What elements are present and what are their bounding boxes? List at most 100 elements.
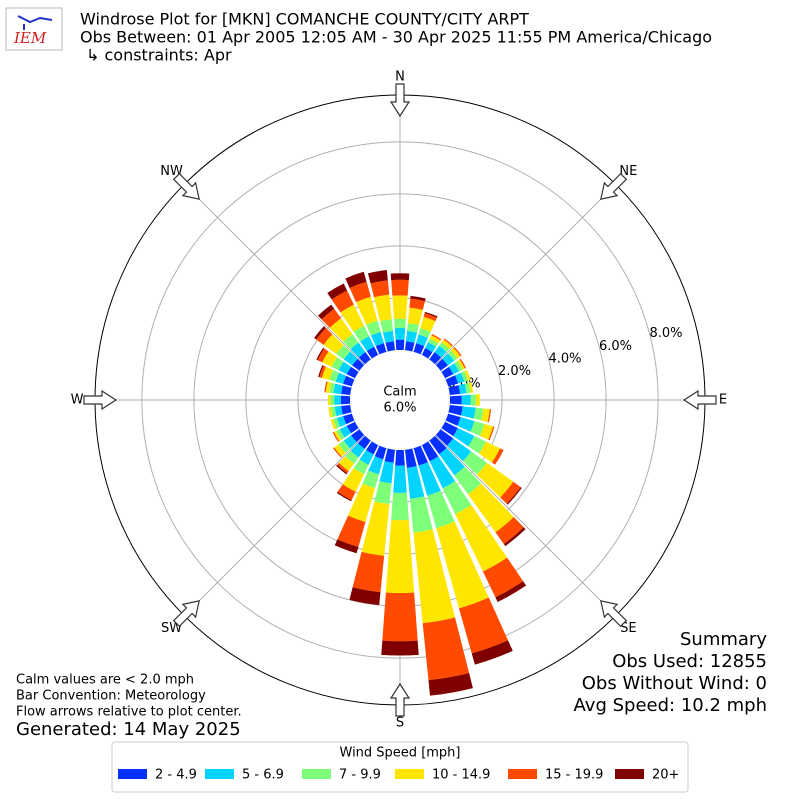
flow-arrow	[600, 600, 628, 628]
bar-segment	[447, 438, 472, 462]
bar-segment	[340, 304, 365, 332]
bar-segment	[333, 447, 342, 458]
compass-label: NE	[619, 164, 637, 179]
bar-segment	[321, 366, 334, 381]
bar-segment	[410, 496, 433, 533]
bar-segment	[340, 395, 351, 405]
radial-grid-line	[435, 183, 617, 365]
bar-segment	[325, 381, 332, 393]
legend-label: 20+	[652, 768, 679, 783]
note: Bar Convention: Meteorology	[16, 689, 206, 704]
bar-segment	[338, 440, 351, 453]
bar-segment	[506, 487, 522, 505]
bar-segment	[443, 338, 453, 347]
bar-segment	[410, 295, 426, 302]
bar-segment	[395, 339, 405, 351]
calm-label: Calm	[383, 385, 416, 400]
compass-label: N	[395, 70, 405, 85]
bar-segment	[317, 304, 335, 320]
summary: Avg Speed: 10.2 mph	[574, 695, 767, 716]
bar-segment	[442, 353, 455, 366]
bar-segment	[480, 423, 494, 440]
bar-segment	[482, 557, 524, 598]
bar-segment	[405, 341, 415, 352]
bar-segment	[343, 413, 355, 425]
bar-segment	[476, 462, 514, 498]
bar-segment	[350, 443, 365, 458]
bar-segment	[424, 311, 438, 318]
bar-segment	[343, 435, 357, 449]
bar-segment	[441, 339, 453, 350]
bar-segment	[459, 358, 467, 369]
bar-segment	[435, 358, 448, 371]
bar-segment	[349, 587, 381, 606]
legend-label: 7 - 9.9	[339, 768, 381, 783]
bar-segment	[439, 342, 450, 353]
bar-segment	[491, 448, 504, 465]
bar-segment	[393, 465, 407, 493]
bar-segment	[461, 370, 469, 382]
bar-segment	[468, 483, 514, 533]
bar-segment	[421, 347, 433, 359]
bar-segment	[413, 343, 425, 355]
bar-segment	[361, 501, 390, 556]
note: Calm values are < 2.0 mph	[16, 673, 194, 688]
bar-segment	[349, 281, 371, 303]
bar-segment	[385, 519, 415, 594]
grid-ring	[141, 141, 659, 659]
note: Flow arrows relative to plot center.	[16, 705, 242, 720]
legend-title: Wind Speed [mph]	[340, 746, 461, 761]
bar-segment	[470, 421, 485, 436]
bar-segment	[343, 375, 355, 387]
bar-segment	[333, 383, 343, 395]
constraints: ↳ constraints: Apr	[86, 46, 232, 65]
bar-segment	[409, 298, 426, 310]
flow-arrow	[682, 389, 717, 411]
bar-segment	[374, 445, 387, 460]
bar-segment	[447, 350, 458, 361]
bar-segment	[422, 617, 470, 681]
bar-segment	[335, 372, 347, 384]
legend-swatch	[302, 769, 331, 779]
bar-segment	[405, 330, 418, 343]
bar-segment	[341, 385, 352, 395]
bar-segment	[345, 271, 367, 288]
bar-segment	[337, 484, 356, 501]
legend-swatch	[615, 769, 644, 779]
calm-value: 6.0%	[383, 401, 416, 416]
bar-segment	[471, 640, 513, 665]
bar-segment	[332, 431, 340, 442]
bar-segment	[488, 426, 495, 441]
bar-segment	[453, 427, 475, 447]
calm-circle	[350, 350, 450, 450]
summary: Summary	[680, 629, 767, 650]
bar-segment	[407, 323, 419, 333]
bar-segment	[442, 481, 472, 515]
logo-icon	[17, 15, 53, 30]
bar-segment	[434, 345, 447, 358]
r-tick-label: 8.0%	[650, 326, 683, 341]
flow-arrow	[172, 600, 200, 628]
bar-segment	[338, 361, 352, 375]
bar-segment	[464, 369, 471, 381]
bar-segment	[503, 527, 526, 547]
bar-segment	[333, 430, 342, 442]
bar-segment	[475, 394, 480, 406]
bar-segment	[464, 382, 471, 394]
legend-frame	[111, 741, 689, 793]
bar-segment	[416, 334, 428, 347]
compass-label: S	[396, 716, 404, 731]
bar-segment	[427, 490, 455, 529]
bar-segment	[318, 365, 324, 378]
bar-segment	[457, 417, 475, 432]
bar-segment	[458, 597, 508, 654]
radial-grid-line	[183, 183, 365, 365]
bar-segment	[441, 421, 458, 437]
bar-segment	[395, 449, 405, 466]
bar-segment	[479, 441, 501, 463]
compass-label: E	[719, 393, 727, 408]
bar-segment	[423, 313, 438, 322]
bar-segment	[413, 445, 428, 466]
bar-segment	[458, 383, 467, 394]
